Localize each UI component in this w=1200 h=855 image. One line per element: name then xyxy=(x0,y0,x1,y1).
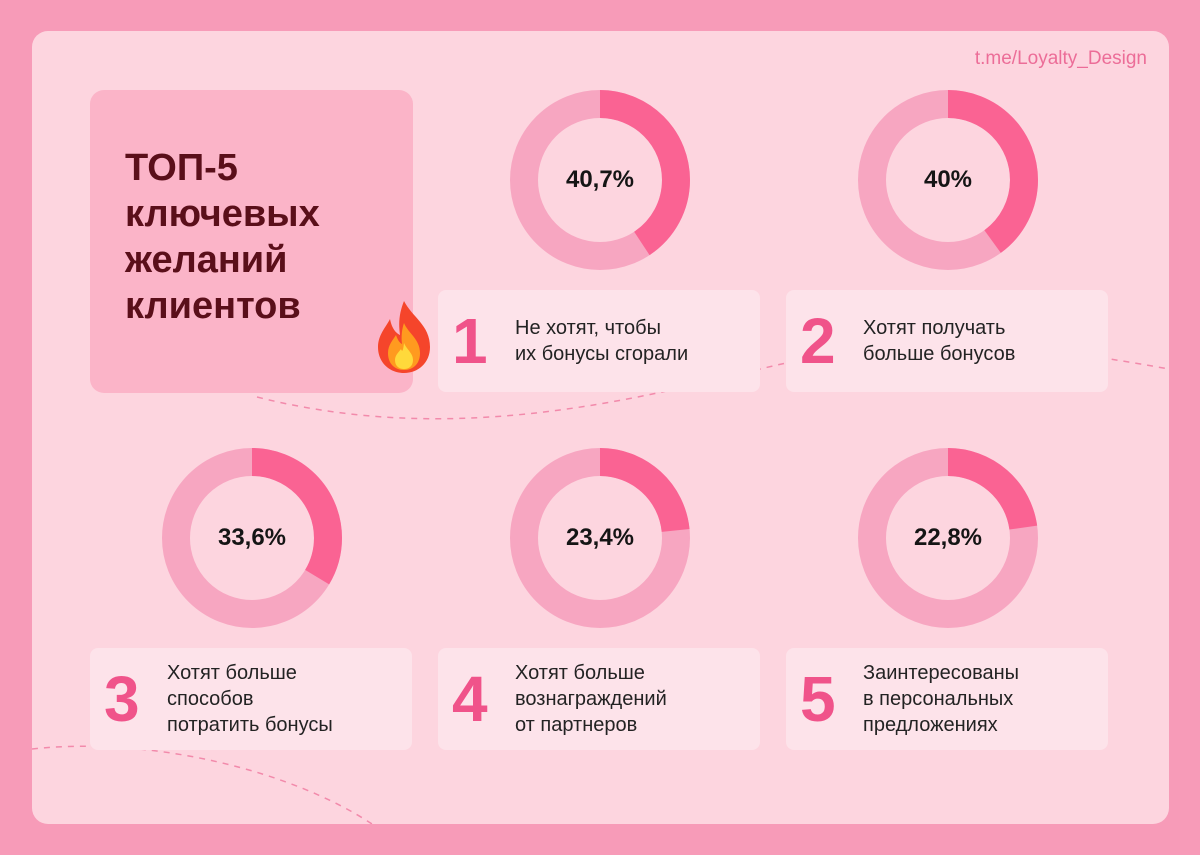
desire-text: Хотят больше вознаграждений от партнеров xyxy=(515,662,667,736)
fire-icon xyxy=(378,301,430,373)
rank-number: 1 xyxy=(452,305,488,377)
channel-handle[interactable]: t.me/Loyalty_Design xyxy=(974,48,1147,69)
page-title: ТОП-5 ключевых желаний клиентов xyxy=(125,147,320,327)
percent-label: 23,4% xyxy=(565,524,635,551)
donut-chart-3: 33,6% xyxy=(162,448,342,628)
desire-text: Заинтересованы в персональных предложени… xyxy=(863,662,1020,736)
percent-label: 40,7% xyxy=(565,166,635,193)
percent-label: 33,6% xyxy=(217,524,287,551)
rank-number: 5 xyxy=(800,663,836,735)
donut-chart-5: 22,8% xyxy=(858,448,1038,628)
donut-value-arc xyxy=(858,448,1038,628)
desire-label-box-5: 5 Заинтересованы в персональных предложен… xyxy=(786,648,1108,750)
desire-label-box-4: 4 Хотят больше вознаграждений от партнеро… xyxy=(438,648,760,750)
infographic-card: t.me/Loyalty_Design ТОП-5 ключевых желан… xyxy=(32,31,1169,824)
donut-chart-2: 40% xyxy=(858,90,1038,270)
decorative-dashed-curves xyxy=(32,343,1169,824)
desire-label-box-3: 3 Хотят больше способов потратить бонусы xyxy=(90,648,412,750)
rank-number: 3 xyxy=(104,663,140,735)
title-box: ТОП-5 ключевых желаний клиентов xyxy=(90,90,413,393)
desire-text: Хотят получать больше бонусов xyxy=(863,317,1016,365)
desire-text: Хотят больше способов потратить бонусы xyxy=(167,662,333,736)
desire-label-box-2: 2 Хотят получать больше бонусов xyxy=(786,290,1108,392)
donut-svg xyxy=(162,448,342,628)
rank-number: 2 xyxy=(800,305,836,377)
donut-svg xyxy=(510,90,690,270)
donut-value-arc xyxy=(162,448,342,628)
donut-chart-1: 40,7% xyxy=(510,90,690,270)
donut-svg xyxy=(858,448,1038,628)
donut-value-arc xyxy=(858,90,1038,270)
percent-label: 40% xyxy=(923,166,973,193)
desire-label-box-1: 1 Не хотят, чтобы их бонусы сгорали xyxy=(438,290,760,392)
donut-value-arc xyxy=(510,448,690,628)
desire-text: Не хотят, чтобы их бонусы сгорали xyxy=(515,317,689,365)
donut-svg xyxy=(858,90,1038,270)
donut-svg xyxy=(510,448,690,628)
rank-number: 4 xyxy=(452,663,488,735)
donut-value-arc xyxy=(510,90,690,270)
donut-chart-4: 23,4% xyxy=(510,448,690,628)
percent-label: 22,8% xyxy=(913,524,983,551)
